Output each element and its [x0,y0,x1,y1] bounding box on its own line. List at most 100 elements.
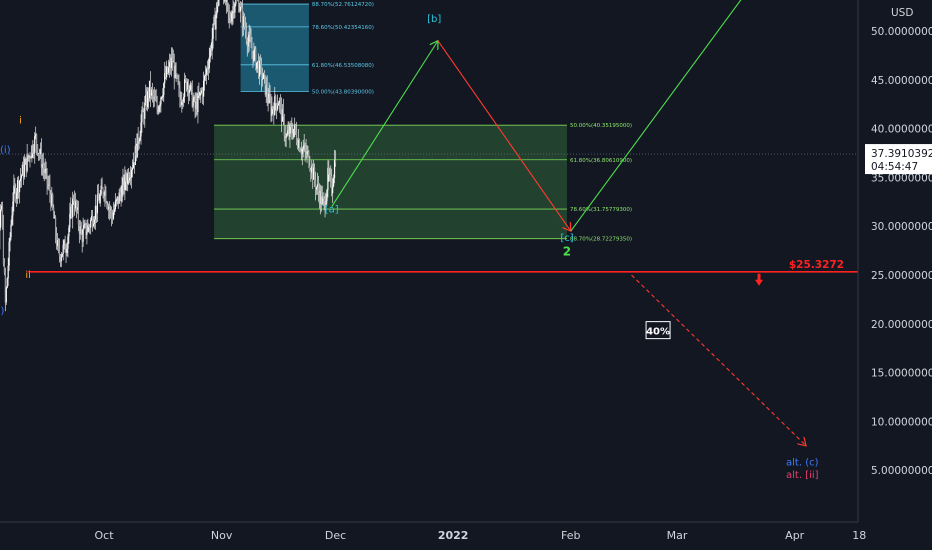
price-series [0,0,337,312]
candle-body [98,200,100,204]
candle-body [214,16,216,30]
candle-body [37,153,40,154]
candle-body [56,240,59,247]
candle-body [262,72,264,79]
candle-body [242,16,245,27]
candle-body [331,176,333,194]
candle-body [253,50,255,62]
candle-body [240,6,242,12]
candle-body [330,173,332,177]
y-tick-label: 35.00000000 [871,172,932,184]
candle-body [245,31,247,41]
candle-body [74,201,77,209]
candle-body [211,38,213,51]
y-tick-label: 5.00000000 [871,465,932,477]
fib-upper-level-label: 78.60%(50.42354160) [312,25,374,31]
candle-body [16,192,18,199]
candle-body [138,140,140,144]
candle-body [38,153,41,155]
candle-body [6,278,8,288]
candle-body [143,111,145,119]
projection-arrow[interactable] [331,41,438,207]
probability-label: 40% [646,327,670,338]
candle-body [222,0,225,2]
candle-body [8,241,10,266]
candle-body [191,85,193,107]
candle-body [189,83,191,90]
candle-body [203,76,206,81]
candle-body [96,194,98,214]
candle-body [48,184,50,186]
candle-body [28,155,30,158]
candle-body [305,150,307,155]
candle-body [85,223,87,235]
candle-body [277,103,280,106]
candle-body [195,101,197,109]
candle-body [315,187,318,190]
candle-body [33,152,35,154]
candle-body [187,81,190,94]
candle-body [36,134,38,145]
candle-body [333,160,336,179]
candle-body [52,194,54,209]
candle-body [321,196,323,205]
candle-body [3,263,5,273]
candle-body [267,97,269,103]
candle-body [234,4,236,13]
y-tick-label: 20.00000000 [871,319,932,331]
candle-body [54,217,56,219]
candle-body [101,185,103,189]
candle-body [55,235,58,247]
projection-arrow[interactable] [570,0,757,232]
candle-body [206,68,209,70]
wave-label: alt. [ii] [786,470,819,481]
candle-body [238,0,240,11]
candle-body [183,96,185,102]
candle-body [283,116,285,136]
candle-body [80,226,82,234]
candle-body [21,164,24,176]
candle-body [175,65,177,75]
candle-body [180,99,182,105]
projection-arrow[interactable] [631,274,807,446]
candle-body [67,236,69,249]
x-tick-label: Mar [667,529,688,542]
candle-body [73,201,76,209]
candle-body [123,178,125,191]
candle-body [194,97,196,109]
candle-body [42,164,44,169]
candle-body [303,145,305,149]
candle-body [279,100,282,104]
candle-body [0,205,3,210]
candle-body [115,199,117,202]
candle-body [231,13,233,22]
candle-countdown: 04:54:47 [871,161,918,173]
candle-body [136,133,138,158]
candle-body [233,6,235,13]
y-tick-label: 45.00000000 [871,75,932,87]
candle-body [166,66,168,78]
candle-body [202,90,204,97]
candle-body [246,40,248,47]
candle-body [209,48,211,58]
candle-body [326,190,328,202]
candle-body [167,67,170,73]
candle-body [312,165,314,180]
candle-body [1,205,4,226]
level-lines: $55.3767$25.3272 [0,153,858,286]
candle-body [287,130,289,134]
candle-body [10,224,12,238]
candle-body [334,160,337,164]
fib-zone-lower [214,125,567,239]
candle-body [297,140,300,148]
projection-arrow[interactable] [437,40,571,231]
x-tick-label: Dec [325,529,346,542]
candle-body [103,194,105,196]
candle-body [260,64,263,80]
candle-body [300,151,302,155]
candle-body [156,101,158,110]
candle-body [199,91,201,96]
candle-body [163,83,165,96]
